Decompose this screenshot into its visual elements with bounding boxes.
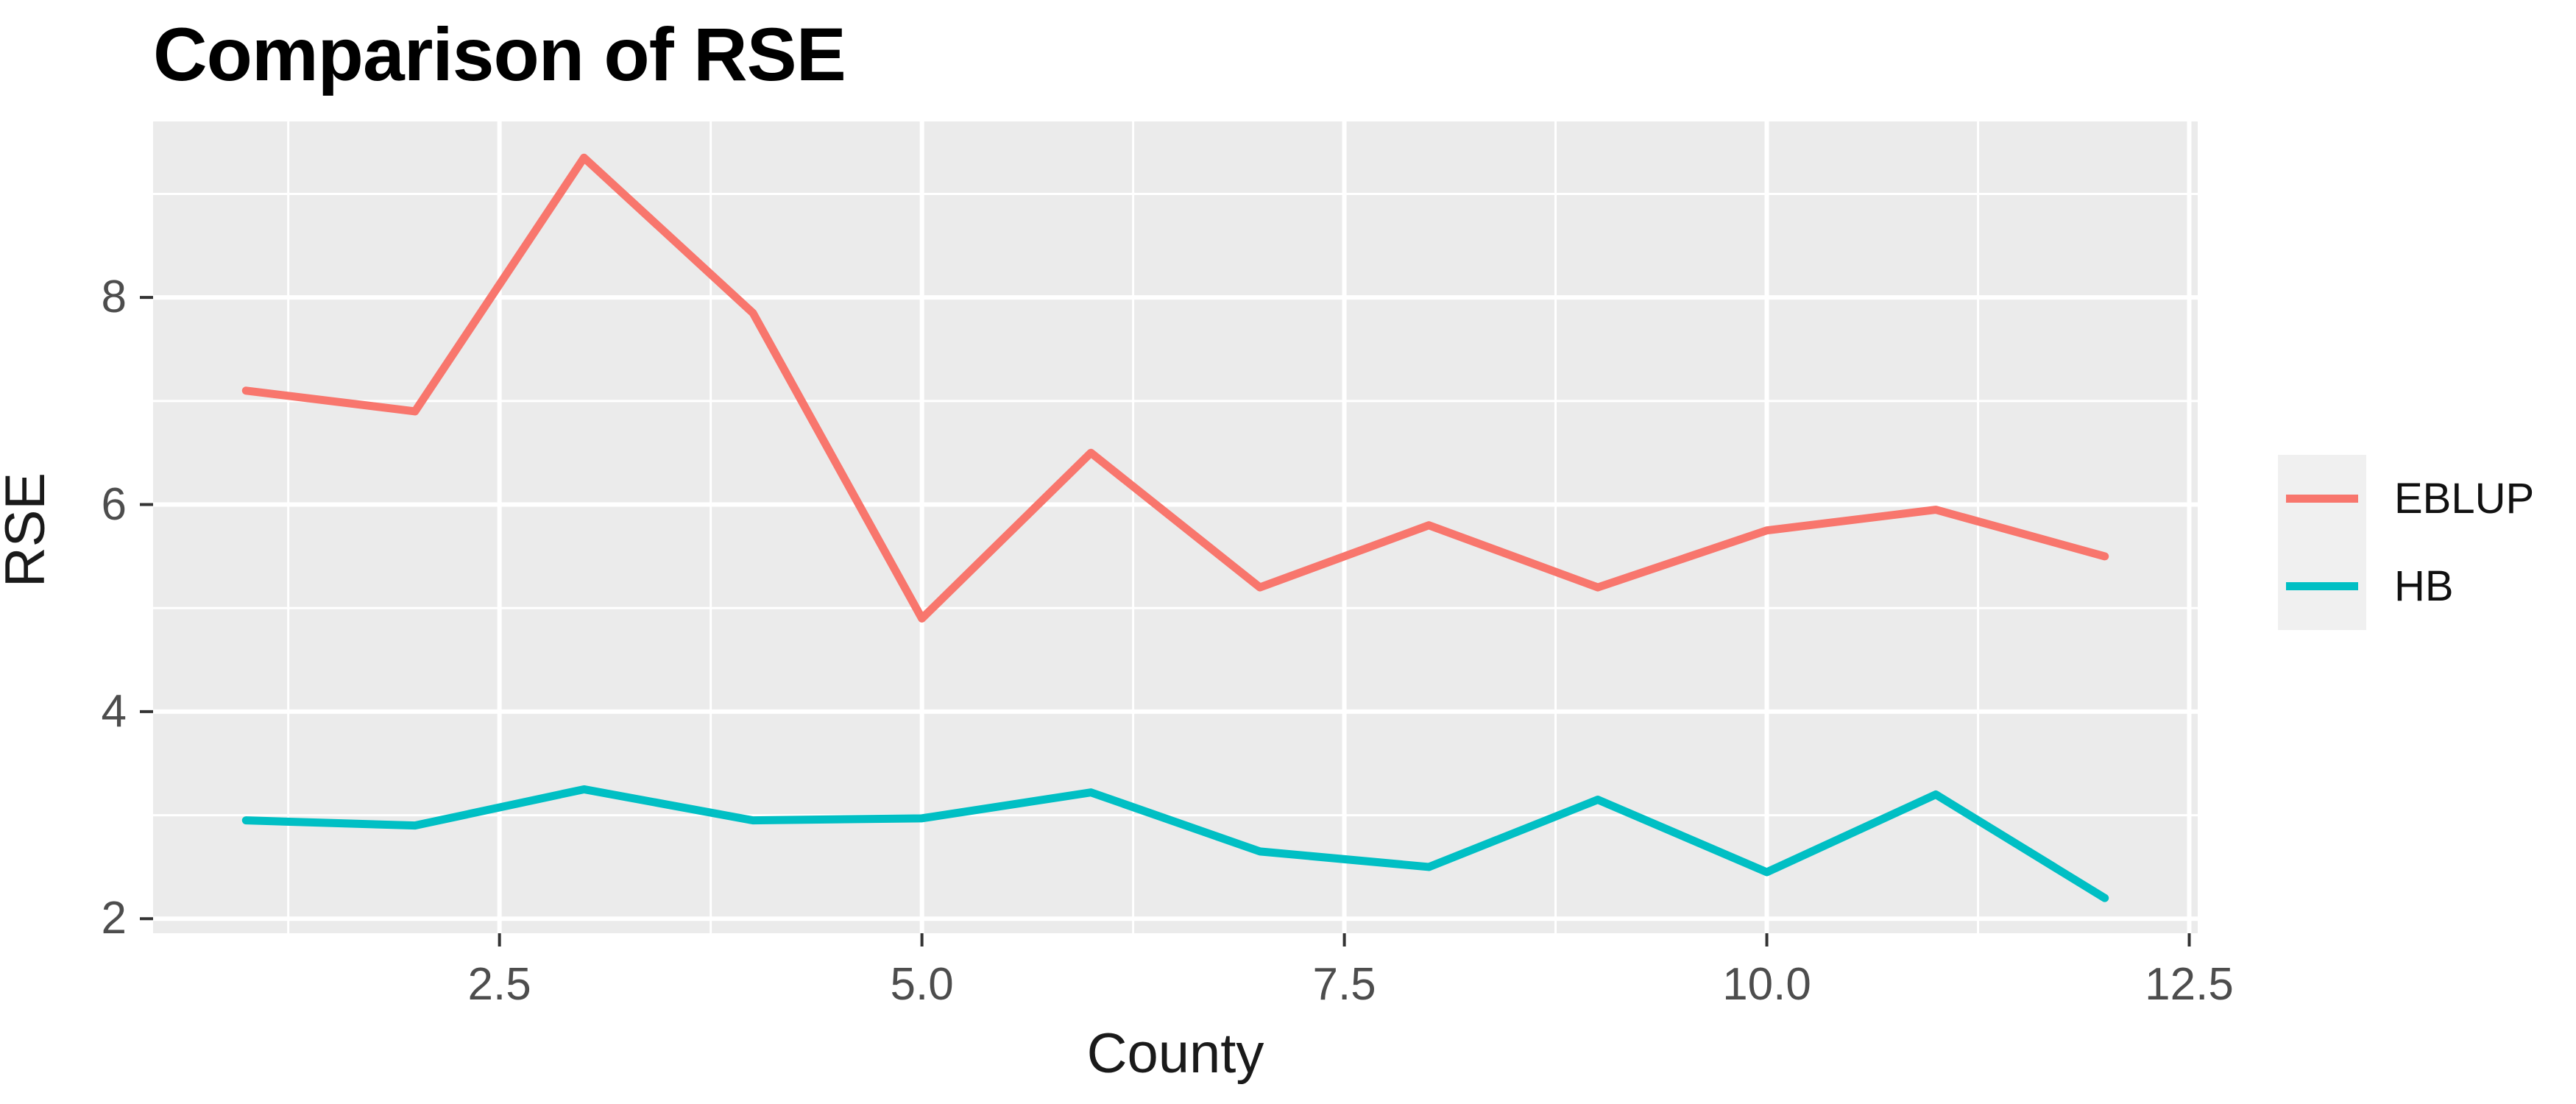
- y-tick-label: 2: [101, 893, 127, 944]
- legend-label-hb: HB: [2394, 562, 2454, 610]
- legend-item-hb: HB: [2278, 542, 2534, 630]
- legend: EBLUP HB: [2278, 455, 2534, 630]
- plot-panel: [153, 121, 2198, 933]
- x-tick-label: 7.5: [1312, 959, 1376, 1010]
- x-tick-label: 5.0: [890, 959, 954, 1010]
- x-tick-label: 12.5: [2145, 959, 2234, 1010]
- y-tick-label: 4: [101, 685, 127, 737]
- y-tick-label: 6: [101, 478, 127, 530]
- x-axis-title: County: [1086, 1022, 1264, 1085]
- legend-key-box: [2278, 542, 2366, 630]
- y-tick-label: 8: [101, 272, 127, 323]
- hb-line-swatch: [2286, 582, 2358, 590]
- chart-title: Comparison of RSE: [153, 13, 846, 96]
- eblup-line-swatch: [2286, 495, 2358, 503]
- legend-item-eblup: EBLUP: [2278, 455, 2534, 542]
- x-tick-label: 2.5: [467, 959, 531, 1010]
- x-tick-label: 10.0: [1722, 959, 1811, 1010]
- legend-label-eblup: EBLUP: [2394, 475, 2535, 523]
- legend-key-box: [2278, 455, 2366, 542]
- hb-line: [241, 785, 2109, 902]
- eblup-line: [241, 153, 2109, 623]
